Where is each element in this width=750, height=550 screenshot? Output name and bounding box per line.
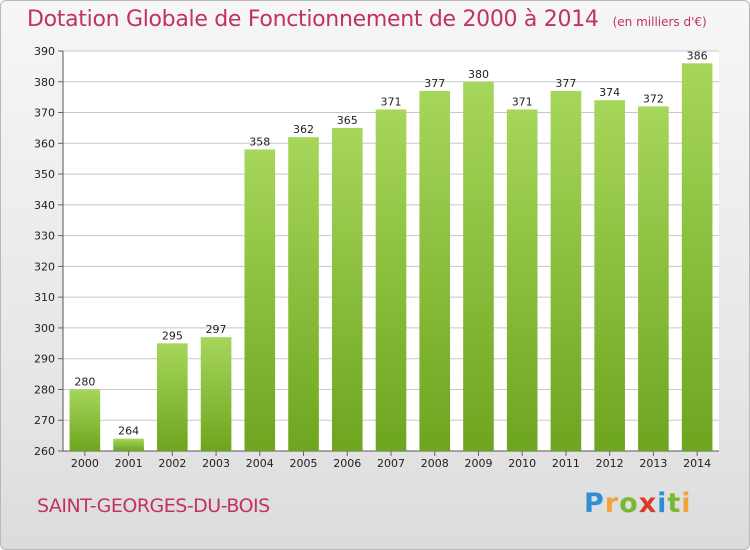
- bar: [463, 81, 494, 452]
- bar-value-label: 380: [468, 68, 489, 81]
- y-tick-label: 350: [34, 168, 55, 181]
- x-tick-label: 2004: [246, 457, 274, 470]
- logo-letter: x: [638, 488, 658, 519]
- bar-value-label: 362: [293, 123, 314, 136]
- bar: [113, 438, 144, 451]
- bar: [331, 127, 363, 451]
- commune-name: SAINT-GEORGES-DU-BOIS: [37, 495, 270, 517]
- logo-letter: r: [604, 488, 620, 519]
- bar: [288, 137, 319, 451]
- bar-value-label: 264: [118, 425, 139, 438]
- x-tick-label: 2003: [202, 457, 230, 470]
- bar: [244, 149, 276, 451]
- y-tick-label: 380: [34, 76, 55, 89]
- proxiti-logo: Proxiti: [584, 488, 692, 519]
- x-tick-label: 2005: [290, 457, 318, 470]
- chart-title-text: Dotation Globale de Fonctionnement de 20…: [27, 7, 599, 32]
- x-tick-label: 2009: [464, 457, 492, 470]
- x-tick-label: 2000: [71, 457, 99, 470]
- bar-value-label: 297: [206, 323, 227, 336]
- x-tick-label: 2014: [683, 457, 711, 470]
- bar-value-label: 280: [74, 375, 95, 388]
- logo-letter: i: [657, 488, 668, 519]
- bar-value-label: 374: [599, 86, 620, 99]
- x-tick-label: 2006: [333, 457, 361, 470]
- y-tick-label: 390: [34, 45, 55, 58]
- bar-value-label: 371: [512, 95, 533, 108]
- chart-title: Dotation Globale de Fonctionnement de 20…: [27, 7, 707, 32]
- x-tick-label: 2002: [158, 457, 186, 470]
- y-tick-label: 260: [34, 445, 55, 458]
- x-tick-label: 2011: [552, 457, 580, 470]
- bar-value-label: 371: [381, 95, 402, 108]
- bar: [419, 91, 451, 451]
- logo-letter: i: [681, 488, 692, 519]
- bar-value-label: 386: [687, 49, 708, 62]
- bar-value-label: 295: [162, 329, 183, 342]
- x-tick-label: 2008: [421, 457, 449, 470]
- y-tick-label: 270: [34, 414, 55, 427]
- bar-value-label: 358: [249, 135, 270, 148]
- logo-letter: P: [584, 488, 605, 519]
- y-tick-label: 360: [34, 137, 55, 150]
- y-tick-label: 280: [34, 383, 55, 396]
- bar: [594, 100, 625, 451]
- x-tick-label: 2010: [508, 457, 536, 470]
- y-tick-label: 300: [34, 322, 55, 335]
- bar-value-label: 365: [337, 114, 358, 127]
- bar-value-label: 377: [424, 77, 445, 90]
- y-tick-label: 290: [34, 353, 55, 366]
- bar-value-label: 377: [555, 77, 576, 90]
- y-tick-label: 320: [34, 260, 55, 273]
- chart-unit: (en milliers d'€): [612, 15, 707, 29]
- bar-value-label: 372: [643, 92, 664, 105]
- x-tick-label: 2007: [377, 457, 405, 470]
- bar: [375, 109, 407, 451]
- bar: [200, 337, 232, 451]
- bar: [506, 109, 538, 451]
- y-tick-label: 370: [34, 107, 55, 120]
- bar: [638, 106, 669, 451]
- bar: [157, 343, 188, 451]
- bar: [69, 389, 101, 451]
- logo-letter: o: [619, 488, 639, 519]
- x-tick-label: 2013: [639, 457, 667, 470]
- bar: [550, 91, 582, 451]
- x-tick-label: 2001: [115, 457, 143, 470]
- logo-letter: t: [667, 488, 682, 519]
- y-tick-label: 310: [34, 291, 55, 304]
- y-tick-label: 340: [34, 199, 55, 212]
- y-tick-label: 330: [34, 230, 55, 243]
- bar: [681, 63, 713, 452]
- x-tick-label: 2012: [596, 457, 624, 470]
